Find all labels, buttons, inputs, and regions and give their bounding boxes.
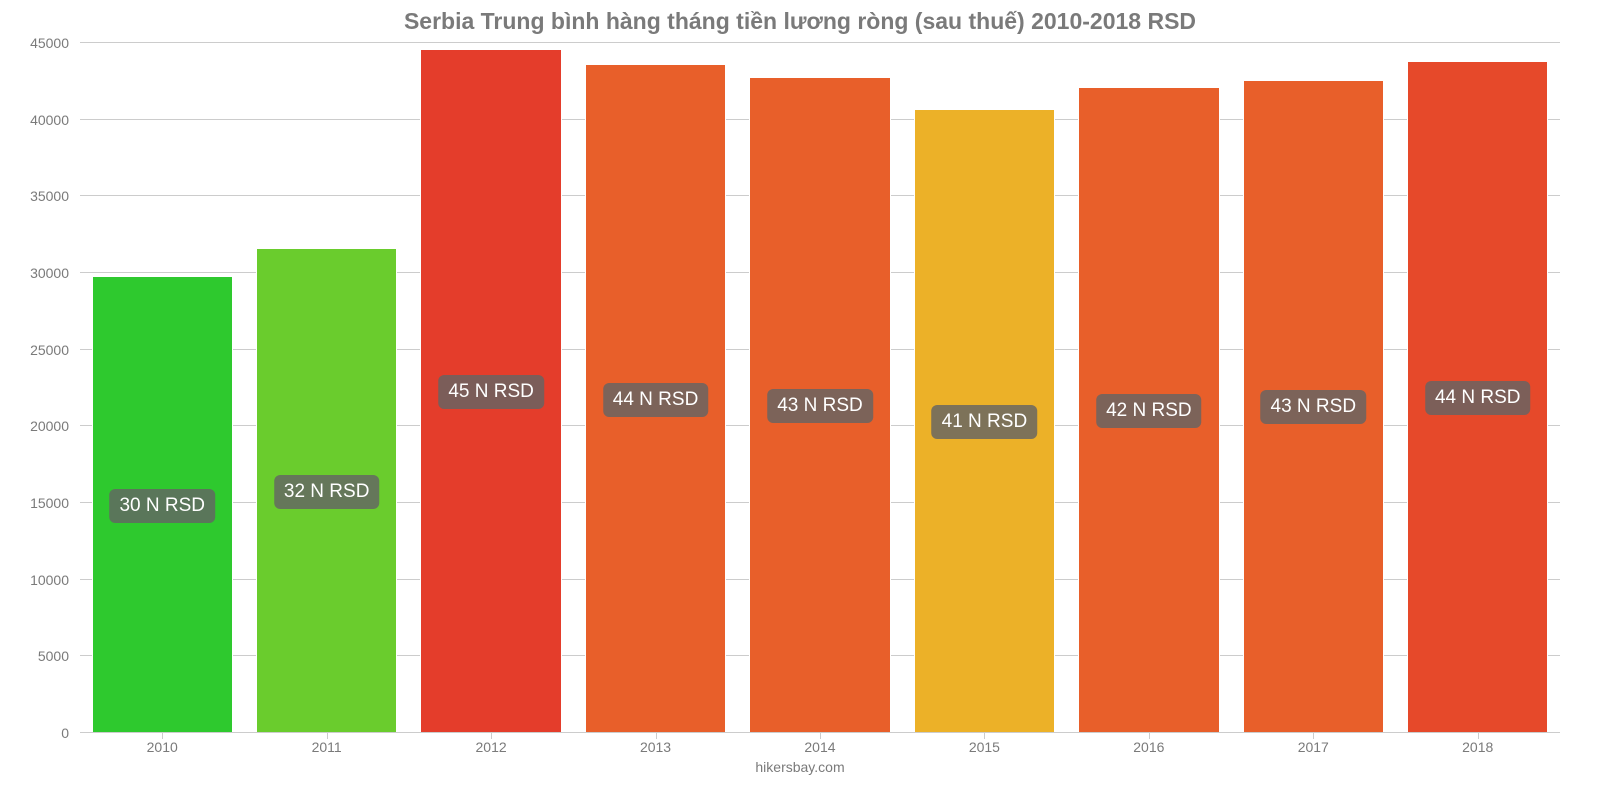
x-tick-label: 2014 [738,739,902,755]
plot-area: 0500010000150002000025000300003500040000… [80,43,1560,733]
y-tick-label: 0 [14,725,69,741]
y-tick-label: 15000 [14,495,69,511]
y-tick-label: 5000 [14,648,69,664]
bar-slot: 41 N RSD [902,43,1066,733]
bars-group: 30 N RSD 32 N RSD 45 N RSD 44 N RSD 43 N RSD… [80,43,1560,733]
x-tick-label: 2012 [409,739,573,755]
x-tick-label: 2016 [1067,739,1231,755]
bar-slot: 32 N RSD [244,43,408,733]
x-axis-line [80,732,1560,733]
bar-value-label: 43 N RSD [1261,390,1367,424]
chart-title: Serbia Trung bình hàng tháng tiền lương … [20,8,1580,35]
x-tick-label: 2017 [1231,739,1395,755]
bar-slot: 30 N RSD [80,43,244,733]
chart-container: Serbia Trung bình hàng tháng tiền lương … [0,0,1600,800]
bar-slot: 43 N RSD [738,43,902,733]
y-tick-label: 25000 [14,342,69,358]
y-tick-label: 45000 [14,35,69,51]
bar-value-label: 30 N RSD [109,489,215,523]
bar-value-label: 45 N RSD [438,375,544,409]
chart-footer: hikersbay.com [20,759,1580,775]
y-axis: 0500010000150002000025000300003500040000… [20,43,75,733]
bar-slot: 44 N RSD [1396,43,1560,733]
bar-slot: 43 N RSD [1231,43,1395,733]
x-axis-labels: 201020112012201320142015201620172018 [80,739,1560,755]
y-tick-label: 20000 [14,418,69,434]
y-tick-label: 40000 [14,112,69,128]
bar-value-label: 41 N RSD [932,405,1038,439]
bar-value-label: 43 N RSD [767,389,873,423]
y-tick-label: 10000 [14,572,69,588]
bar-value-label: 44 N RSD [1425,381,1531,415]
x-tick-label: 2015 [902,739,1066,755]
bar-value-label: 42 N RSD [1096,394,1202,428]
x-tick-label: 2013 [573,739,737,755]
bar-slot: 42 N RSD [1067,43,1231,733]
x-tick-label: 2018 [1396,739,1560,755]
bar-slot: 45 N RSD [409,43,573,733]
y-tick-label: 35000 [14,188,69,204]
bar-value-label: 44 N RSD [603,383,709,417]
bar-value-label: 32 N RSD [274,475,380,509]
x-tick-label: 2011 [244,739,408,755]
y-tick-label: 30000 [14,265,69,281]
bar-slot: 44 N RSD [573,43,737,733]
x-tick-label: 2010 [80,739,244,755]
